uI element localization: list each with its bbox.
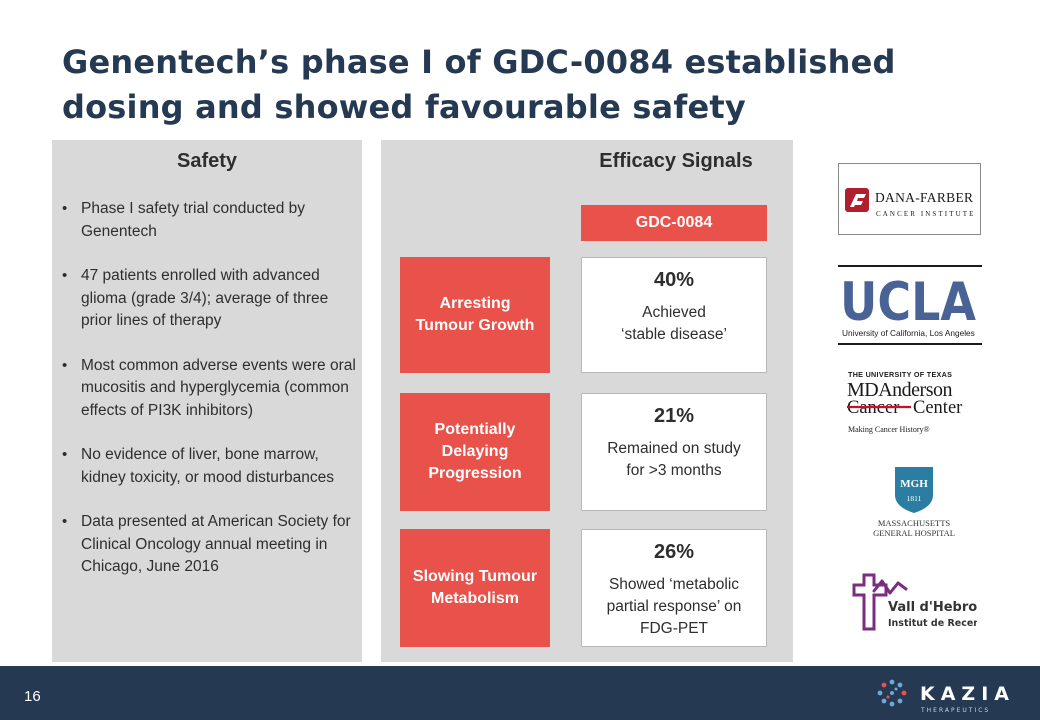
dana-farber-logo: DANA-FARBER CANCER INSTITUTE: [838, 163, 981, 235]
kazia-logo: KAZIA THERAPEUTICS: [877, 679, 1015, 714]
drug-label: GDC-0084: [581, 205, 767, 241]
vall-hebron-cross-icon: [852, 573, 888, 631]
efficacy-category-arresting-growth: Arresting Tumour Growth: [400, 257, 550, 373]
safety-panel: Safety Phase I safety trial conducted by…: [52, 140, 362, 662]
efficacy-description-line: Achieved: [642, 304, 706, 321]
slide-title-line-1: Genentech’s phase I of GDC-0084 establis…: [62, 43, 896, 81]
efficacy-description-line: partial response’ on: [606, 598, 742, 615]
efficacy-percent: 26%: [653, 541, 695, 563]
vall-hebron-logo: Vall d'Hebron Institut de Recerca: [852, 573, 990, 635]
mgh-logo: MGH 1811 MASSACHUSETTS GENERAL HOSPITAL: [860, 465, 968, 540]
ucla-logo-graphic: UCLA University of California, Los Angel…: [838, 265, 982, 345]
safety-bullet: 47 patients enrolled with advanced gliom…: [62, 265, 358, 333]
md-anderson-top: THE UNIVERSITY OF TEXAS: [848, 370, 952, 379]
kazia-dots-icon: [877, 679, 907, 707]
vall-hebron-logo-graphic: Vall d'Hebron Institut de Recerca: [852, 573, 990, 631]
mgh-logo-graphic: MGH 1811 MASSACHUSETTS GENERAL HOSPITAL: [873, 467, 955, 538]
efficacy-category-delaying-progression: Potentially Delaying Progression: [400, 393, 550, 511]
mgh-badge: MGH: [900, 478, 928, 490]
efficacy-percent: 40%: [653, 269, 695, 291]
efficacy-description: Achieved ‘stable disease’: [582, 302, 766, 346]
safety-bullet: Most common adverse events were oral muc…: [62, 355, 358, 423]
efficacy-category-slowing-metabolism: Slowing Tumour Metabolism: [400, 529, 550, 647]
slide-title: Genentech’s phase I of GDC-0084 establis…: [62, 40, 962, 130]
mgh-line2: GENERAL HOSPITAL: [873, 528, 955, 538]
page-number: 16: [24, 688, 41, 705]
md-anderson-tagline: Making Cancer History®: [848, 425, 930, 434]
efficacy-result-card: 21% Remained on study for >3 months: [581, 393, 767, 511]
slide-title-line-2: dosing and showed favourable safety: [62, 88, 746, 126]
ucla-wordmark: UCLA: [840, 272, 976, 333]
footer-bar: KAZIA THERAPEUTICS: [0, 666, 1040, 720]
efficacy-heading: Efficacy Signals: [599, 150, 753, 172]
dana-farber-sub: CANCER INSTITUTE: [876, 210, 976, 218]
efficacy-result-card: 40% Achieved ‘stable disease’: [581, 257, 767, 373]
efficacy-description: Showed ‘metabolic partial response’ on F…: [582, 574, 766, 640]
vall-hebron-line2: Institut de Recerca: [888, 618, 977, 629]
safety-bullet-list: Phase I safety trial conducted by Genent…: [62, 198, 358, 601]
efficacy-description-line: Showed ‘metabolic: [608, 576, 740, 593]
md-anderson-logo: THE UNIVERSITY OF TEXAS MDAnderson Cance…: [847, 368, 977, 440]
efficacy-description-line: FDG-PET: [639, 620, 709, 637]
dana-farber-logo-graphic: DANA-FARBER CANCER INSTITUTE: [845, 188, 976, 218]
mgh-shield-icon: [895, 467, 933, 513]
efficacy-description-line: ‘stable disease’: [621, 326, 727, 343]
safety-bullet: No evidence of liver, bone marrow, kidne…: [62, 444, 358, 489]
vall-hebron-line1: Vall d'Hebron: [888, 600, 977, 615]
efficacy-result-card: 26% Showed ‘metabolic partial response’ …: [581, 529, 767, 647]
mgh-line1: MASSACHUSETTS: [878, 518, 951, 528]
vall-hebron-wave-icon: [872, 579, 908, 595]
efficacy-description: Remained on study for >3 months: [582, 438, 766, 482]
dana-farber-f-icon: [850, 194, 866, 207]
safety-bullet: Phase I safety trial conducted by Genent…: [62, 198, 358, 243]
md-anderson-line2b: Center: [913, 398, 962, 418]
safety-heading: Safety: [176, 150, 238, 172]
mgh-year: 1811: [907, 494, 922, 503]
dana-farber-name: DANA-FARBER: [875, 190, 973, 205]
safety-bullet: Data presented at American Society for C…: [62, 511, 358, 579]
ucla-logo: UCLA University of California, Los Angel…: [838, 264, 982, 346]
efficacy-description-line: Remained on study: [607, 440, 741, 457]
md-anderson-line1: MDAnderson: [847, 379, 952, 401]
kazia-sub: THERAPEUTICS: [920, 707, 990, 714]
efficacy-percent: 21%: [653, 405, 695, 427]
efficacy-description-line: for >3 months: [626, 462, 722, 479]
ucla-sub: University of California, Los Angeles: [842, 328, 975, 338]
kazia-wordmark: KAZIA: [920, 683, 1015, 705]
md-anderson-logo-graphic: THE UNIVERSITY OF TEXAS MDAnderson Cance…: [847, 370, 962, 434]
